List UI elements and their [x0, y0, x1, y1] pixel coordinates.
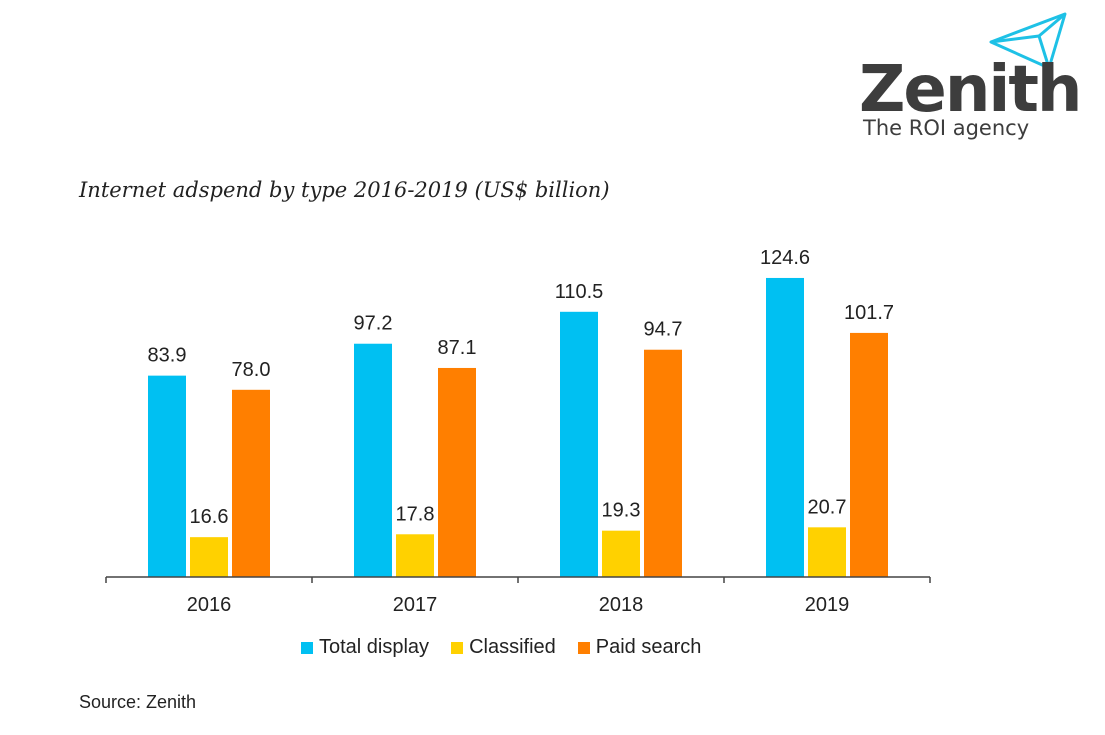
source-note: Source: Zenith [79, 692, 197, 712]
chart-title: Internet adspend by type 2016-2019 (US$ … [79, 178, 610, 202]
paper-plane-icon [989, 12, 1067, 70]
data-label: 124.6 [760, 247, 810, 269]
legend-swatch [301, 641, 313, 654]
x-tick-label: 2016 [187, 594, 232, 616]
bar [354, 343, 392, 577]
bar [396, 534, 434, 577]
bar [560, 311, 598, 577]
bar [232, 389, 270, 577]
logo-tagline: The ROI agency [863, 116, 1030, 140]
legend-label: Classified [469, 636, 556, 658]
data-label: 78.0 [232, 359, 271, 381]
bar [602, 530, 640, 577]
legend-item: Total display [301, 636, 429, 659]
legend-item: Paid search [577, 636, 702, 659]
bar [644, 349, 682, 577]
data-label: 83.9 [148, 345, 187, 367]
data-label: 87.1 [438, 337, 477, 359]
bar [190, 537, 228, 577]
data-label: 110.5 [555, 281, 604, 303]
legend-swatch [577, 641, 590, 654]
legend-item: Classified [451, 636, 556, 659]
x-tick-label: 2017 [393, 594, 438, 616]
legend-label: Paid search [595, 636, 702, 658]
bar [808, 527, 846, 577]
bar [148, 375, 186, 577]
data-label: 16.6 [190, 506, 229, 528]
logo-wordmark: Zenith [859, 53, 1082, 127]
legend-swatch [451, 641, 464, 654]
data-label: 20.7 [808, 496, 847, 518]
bar [438, 367, 476, 577]
x-tick-label: 2019 [805, 594, 850, 616]
data-label: 19.3 [602, 500, 641, 522]
bar [850, 332, 888, 577]
data-label: 94.7 [644, 319, 683, 341]
x-tick-label: 2018 [599, 594, 644, 616]
data-label: 17.8 [396, 503, 435, 525]
legend-label: Total display [319, 636, 430, 658]
bar [766, 277, 804, 577]
data-label: 97.2 [354, 313, 393, 335]
zenith-logo: Zenith The ROI agency [855, 10, 1085, 150]
data-label: 101.7 [844, 302, 894, 324]
chart-legend: Total display Classified Paid search [301, 636, 723, 659]
